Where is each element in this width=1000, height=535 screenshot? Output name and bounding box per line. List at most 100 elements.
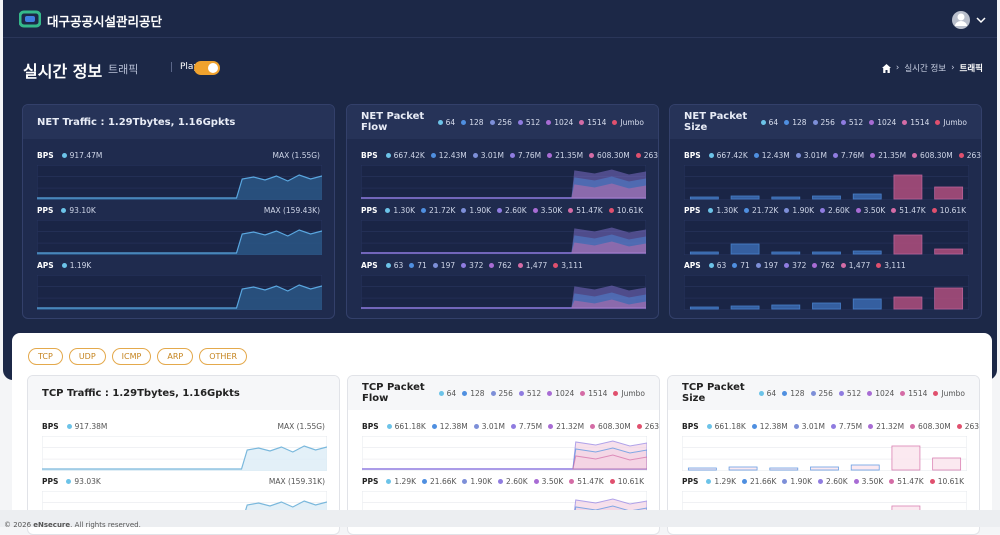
protocol-tab[interactable]: UDP bbox=[68, 348, 106, 365]
traffic-line bbox=[37, 174, 322, 199]
card-header: NET Packet Flow 64 128 256 512 1024 1514 Jumbo bbox=[347, 105, 658, 139]
value-text: 21.72K bbox=[429, 205, 456, 215]
metric-line: PPS 93.10K MAX (159.43K) bbox=[37, 205, 320, 215]
home-icon[interactable] bbox=[881, 63, 891, 73]
protocol-tab[interactable]: TCP bbox=[28, 348, 63, 365]
value-dot bbox=[912, 152, 918, 158]
legend-label: 1024 bbox=[554, 117, 574, 127]
metric-value: 197 bbox=[755, 261, 778, 270]
value-text: 197 bbox=[440, 260, 456, 270]
value-dot bbox=[784, 207, 790, 213]
value-dot bbox=[708, 152, 714, 158]
metric-value: 10.61K bbox=[931, 206, 966, 215]
value-dot bbox=[430, 152, 436, 158]
metric-value: 93.10K bbox=[61, 206, 96, 215]
breadcrumb-item[interactable]: 실시간 정보 bbox=[904, 64, 947, 74]
sparkline bbox=[361, 220, 646, 255]
metric-value: 21.32M bbox=[548, 422, 584, 431]
value-text: 762 bbox=[497, 260, 512, 270]
legend-item: 1024 bbox=[547, 389, 574, 398]
value-text: 3.01M bbox=[481, 421, 505, 431]
metric-label: APS bbox=[684, 260, 701, 270]
legend-label: 128 bbox=[469, 117, 484, 127]
metric-label: BPS bbox=[42, 421, 59, 431]
value-dot bbox=[432, 262, 438, 268]
play-toggle[interactable] bbox=[194, 61, 220, 75]
metric-value: 263.95M bbox=[636, 422, 659, 431]
legend-item: 1024 bbox=[869, 118, 896, 127]
legend-item: 1514 bbox=[900, 389, 927, 398]
legend-label: 1514 bbox=[588, 388, 608, 398]
legend-dot bbox=[840, 119, 846, 125]
protocol-tab[interactable]: OTHER bbox=[199, 348, 248, 365]
card: NET Packet Flow 64 128 256 512 1024 1514 Jumbo B… bbox=[346, 104, 659, 319]
chart-bg bbox=[361, 275, 646, 310]
value-dot bbox=[568, 207, 574, 213]
value-dot bbox=[782, 478, 788, 484]
value-dot bbox=[929, 478, 935, 484]
legend-label: 1024 bbox=[555, 388, 575, 398]
legend-dot bbox=[438, 390, 444, 396]
value-dot bbox=[409, 262, 415, 268]
legend-item: 1514 bbox=[902, 118, 929, 127]
protocol-tab[interactable]: ARP bbox=[157, 348, 194, 365]
metric-label: PPS bbox=[362, 476, 379, 486]
metric-row: BPS 917.47M MAX (1.55G) bbox=[23, 139, 334, 200]
value-dot bbox=[753, 152, 759, 158]
value-dot bbox=[547, 152, 553, 158]
legend-label: Jumbo bbox=[943, 117, 967, 127]
metric-value: 10.61K bbox=[609, 477, 644, 486]
value-text: 51.47K bbox=[576, 205, 603, 215]
value-text: 51.47K bbox=[897, 476, 924, 486]
legend-dot bbox=[437, 119, 443, 125]
legend-label: 128 bbox=[470, 388, 485, 398]
user-menu[interactable] bbox=[951, 9, 991, 31]
value-dot bbox=[385, 262, 391, 268]
value-text: 1.90K bbox=[470, 476, 493, 486]
breadcrumb: › 실시간 정보 › 트래픽 bbox=[881, 62, 983, 74]
metric-value: 2.60K bbox=[497, 206, 527, 215]
protocol-tab[interactable]: ICMP bbox=[111, 348, 152, 365]
value-dot bbox=[868, 423, 874, 429]
value-text: 1.90K bbox=[790, 476, 813, 486]
separator: › bbox=[951, 63, 955, 73]
legend-label: 256 bbox=[498, 388, 513, 398]
size-bar bbox=[687, 467, 717, 471]
value-dot bbox=[386, 478, 392, 484]
metric-label: PPS bbox=[682, 476, 699, 486]
metric-row: PPS 1.30K 21.72K 1.90K 2.60K 3.50K 51.47K 10.61… bbox=[347, 194, 658, 255]
metric-value: 1.19K bbox=[61, 261, 91, 270]
size-bar bbox=[893, 174, 923, 200]
metric-row: BPS 661.18K 12.38M 3.01M 7.75M 21.32M 608.30M 2… bbox=[668, 410, 980, 471]
value-text: 7.76M bbox=[517, 150, 542, 160]
value-dot bbox=[870, 152, 876, 158]
metric-line: BPS 667.42K 12.43M 3.01M 7.76M 21.35M 608.30M 2… bbox=[684, 150, 981, 160]
value-dot bbox=[958, 152, 964, 158]
chart-bg bbox=[361, 165, 646, 200]
legend-dot bbox=[933, 390, 939, 396]
metric-value: 762 bbox=[489, 260, 512, 270]
value-dot bbox=[386, 423, 392, 429]
value-dot bbox=[706, 478, 712, 484]
legend-label: 64 bbox=[446, 388, 457, 398]
traffic-area bbox=[37, 230, 322, 255]
size-bar bbox=[934, 186, 964, 200]
traffic-line bbox=[37, 229, 322, 254]
metric-line: BPS 917.47M MAX (1.55G) bbox=[37, 150, 320, 160]
card-title: TCP Packet Size bbox=[682, 382, 745, 404]
value-text: 608.30M bbox=[918, 421, 951, 431]
size-bar bbox=[852, 193, 882, 200]
metric-value: 71 bbox=[409, 261, 427, 270]
flow-band bbox=[571, 183, 646, 199]
metric-line: PPS 1.30K 21.72K 1.90K 2.60K 3.50K 51.47K 10.61… bbox=[684, 205, 967, 215]
value-text: 263.95M bbox=[966, 150, 982, 160]
flow-band bbox=[572, 454, 647, 470]
legend-dot bbox=[613, 390, 619, 396]
value-dot bbox=[548, 423, 554, 429]
legend-dot bbox=[547, 390, 553, 396]
value-text: 667.42K bbox=[393, 150, 425, 160]
flow-band bbox=[571, 292, 646, 309]
value-dot bbox=[635, 152, 641, 158]
value-text: 2.60K bbox=[828, 205, 850, 215]
value-text: 263.95M bbox=[964, 421, 980, 431]
